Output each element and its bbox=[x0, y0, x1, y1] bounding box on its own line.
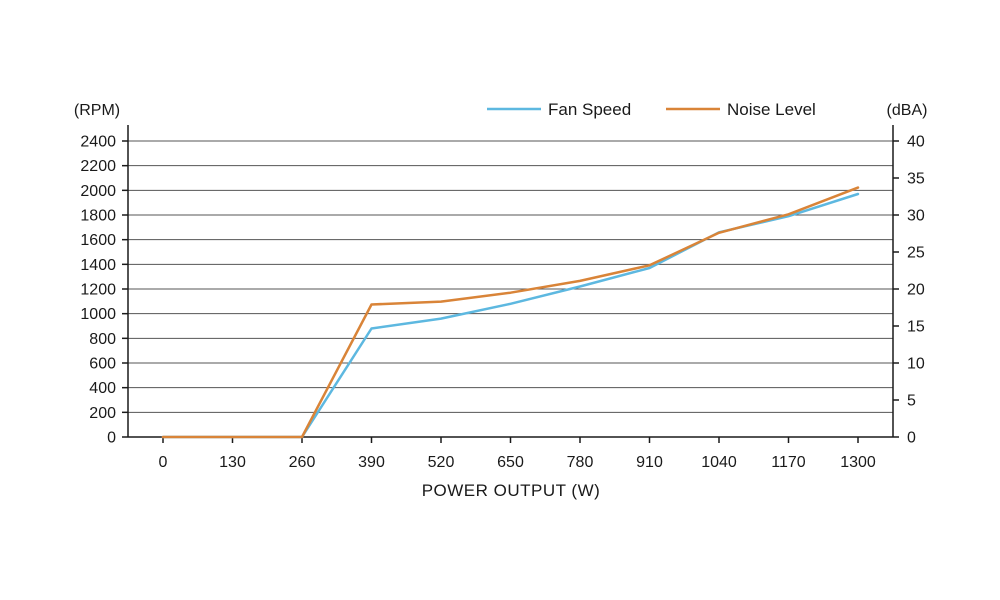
left-tick-label-2000: 2000 bbox=[80, 183, 116, 200]
left-tick-label-1400: 1400 bbox=[80, 257, 116, 274]
right-tick-label-0: 0 bbox=[907, 430, 916, 447]
x-tick-label-780: 780 bbox=[567, 454, 594, 471]
legend-label-fan-speed: Fan Speed bbox=[548, 100, 631, 119]
left-axis-unit-label: (RPM) bbox=[74, 102, 120, 119]
x-tick-label-130: 130 bbox=[219, 454, 246, 471]
legend-label-noise-level: Noise Level bbox=[727, 100, 816, 119]
x-tick-label-650: 650 bbox=[497, 454, 524, 471]
x-tick-label-1300: 1300 bbox=[840, 454, 876, 471]
axes bbox=[127, 125, 894, 438]
left-tick-label-800: 800 bbox=[89, 331, 116, 348]
left-tick-label-2400: 2400 bbox=[80, 134, 116, 151]
series-line-noise-level bbox=[161, 186, 860, 439]
x-axis-title: POWER OUTPUT (W) bbox=[422, 481, 601, 500]
right-tick-label-30: 30 bbox=[907, 208, 925, 225]
right-tick-label-40: 40 bbox=[907, 134, 925, 151]
x-tick-label-0: 0 bbox=[159, 454, 168, 471]
right-axis-ticks: 0 5 10 15 20 25 30 35 40 bbox=[893, 134, 925, 447]
x-tick-label-1040: 1040 bbox=[701, 454, 737, 471]
left-tick-label-0: 0 bbox=[107, 430, 116, 447]
left-tick-label-1000: 1000 bbox=[80, 306, 116, 323]
left-tick-label-2200: 2200 bbox=[80, 158, 116, 175]
left-axis-ticks: 0 200 400 600 800 1000 1200 1400 1600 1800 2000 220… bbox=[80, 134, 128, 447]
x-axis-ticks: 0 130 260 390 520 650 780 910 1040 1170 1300 bbox=[159, 437, 876, 471]
right-tick-label-20: 20 bbox=[907, 282, 925, 299]
x-tick-label-390: 390 bbox=[358, 454, 385, 471]
series-line-fan-speed bbox=[161, 192, 860, 439]
right-tick-label-25: 25 bbox=[907, 245, 925, 262]
x-tick-label-1170: 1170 bbox=[771, 454, 806, 471]
right-tick-label-5: 5 bbox=[907, 393, 916, 410]
right-tick-label-15: 15 bbox=[907, 319, 925, 336]
right-tick-label-10: 10 bbox=[907, 356, 925, 373]
series-lines bbox=[161, 186, 860, 439]
x-tick-label-260: 260 bbox=[289, 454, 316, 471]
left-tick-label-1200: 1200 bbox=[80, 282, 116, 299]
gridlines bbox=[128, 140, 893, 413]
left-tick-label-600: 600 bbox=[89, 356, 116, 373]
x-tick-label-520: 520 bbox=[428, 454, 455, 471]
left-tick-label-400: 400 bbox=[89, 380, 116, 397]
left-tick-label-1800: 1800 bbox=[80, 208, 116, 225]
left-tick-label-200: 200 bbox=[89, 405, 116, 422]
legend: Fan Speed Noise Level bbox=[487, 100, 816, 119]
right-tick-label-35: 35 bbox=[907, 171, 925, 188]
left-tick-label-1600: 1600 bbox=[80, 232, 116, 249]
x-tick-label-910: 910 bbox=[636, 454, 663, 471]
right-axis-unit-label: (dBA) bbox=[887, 102, 928, 119]
